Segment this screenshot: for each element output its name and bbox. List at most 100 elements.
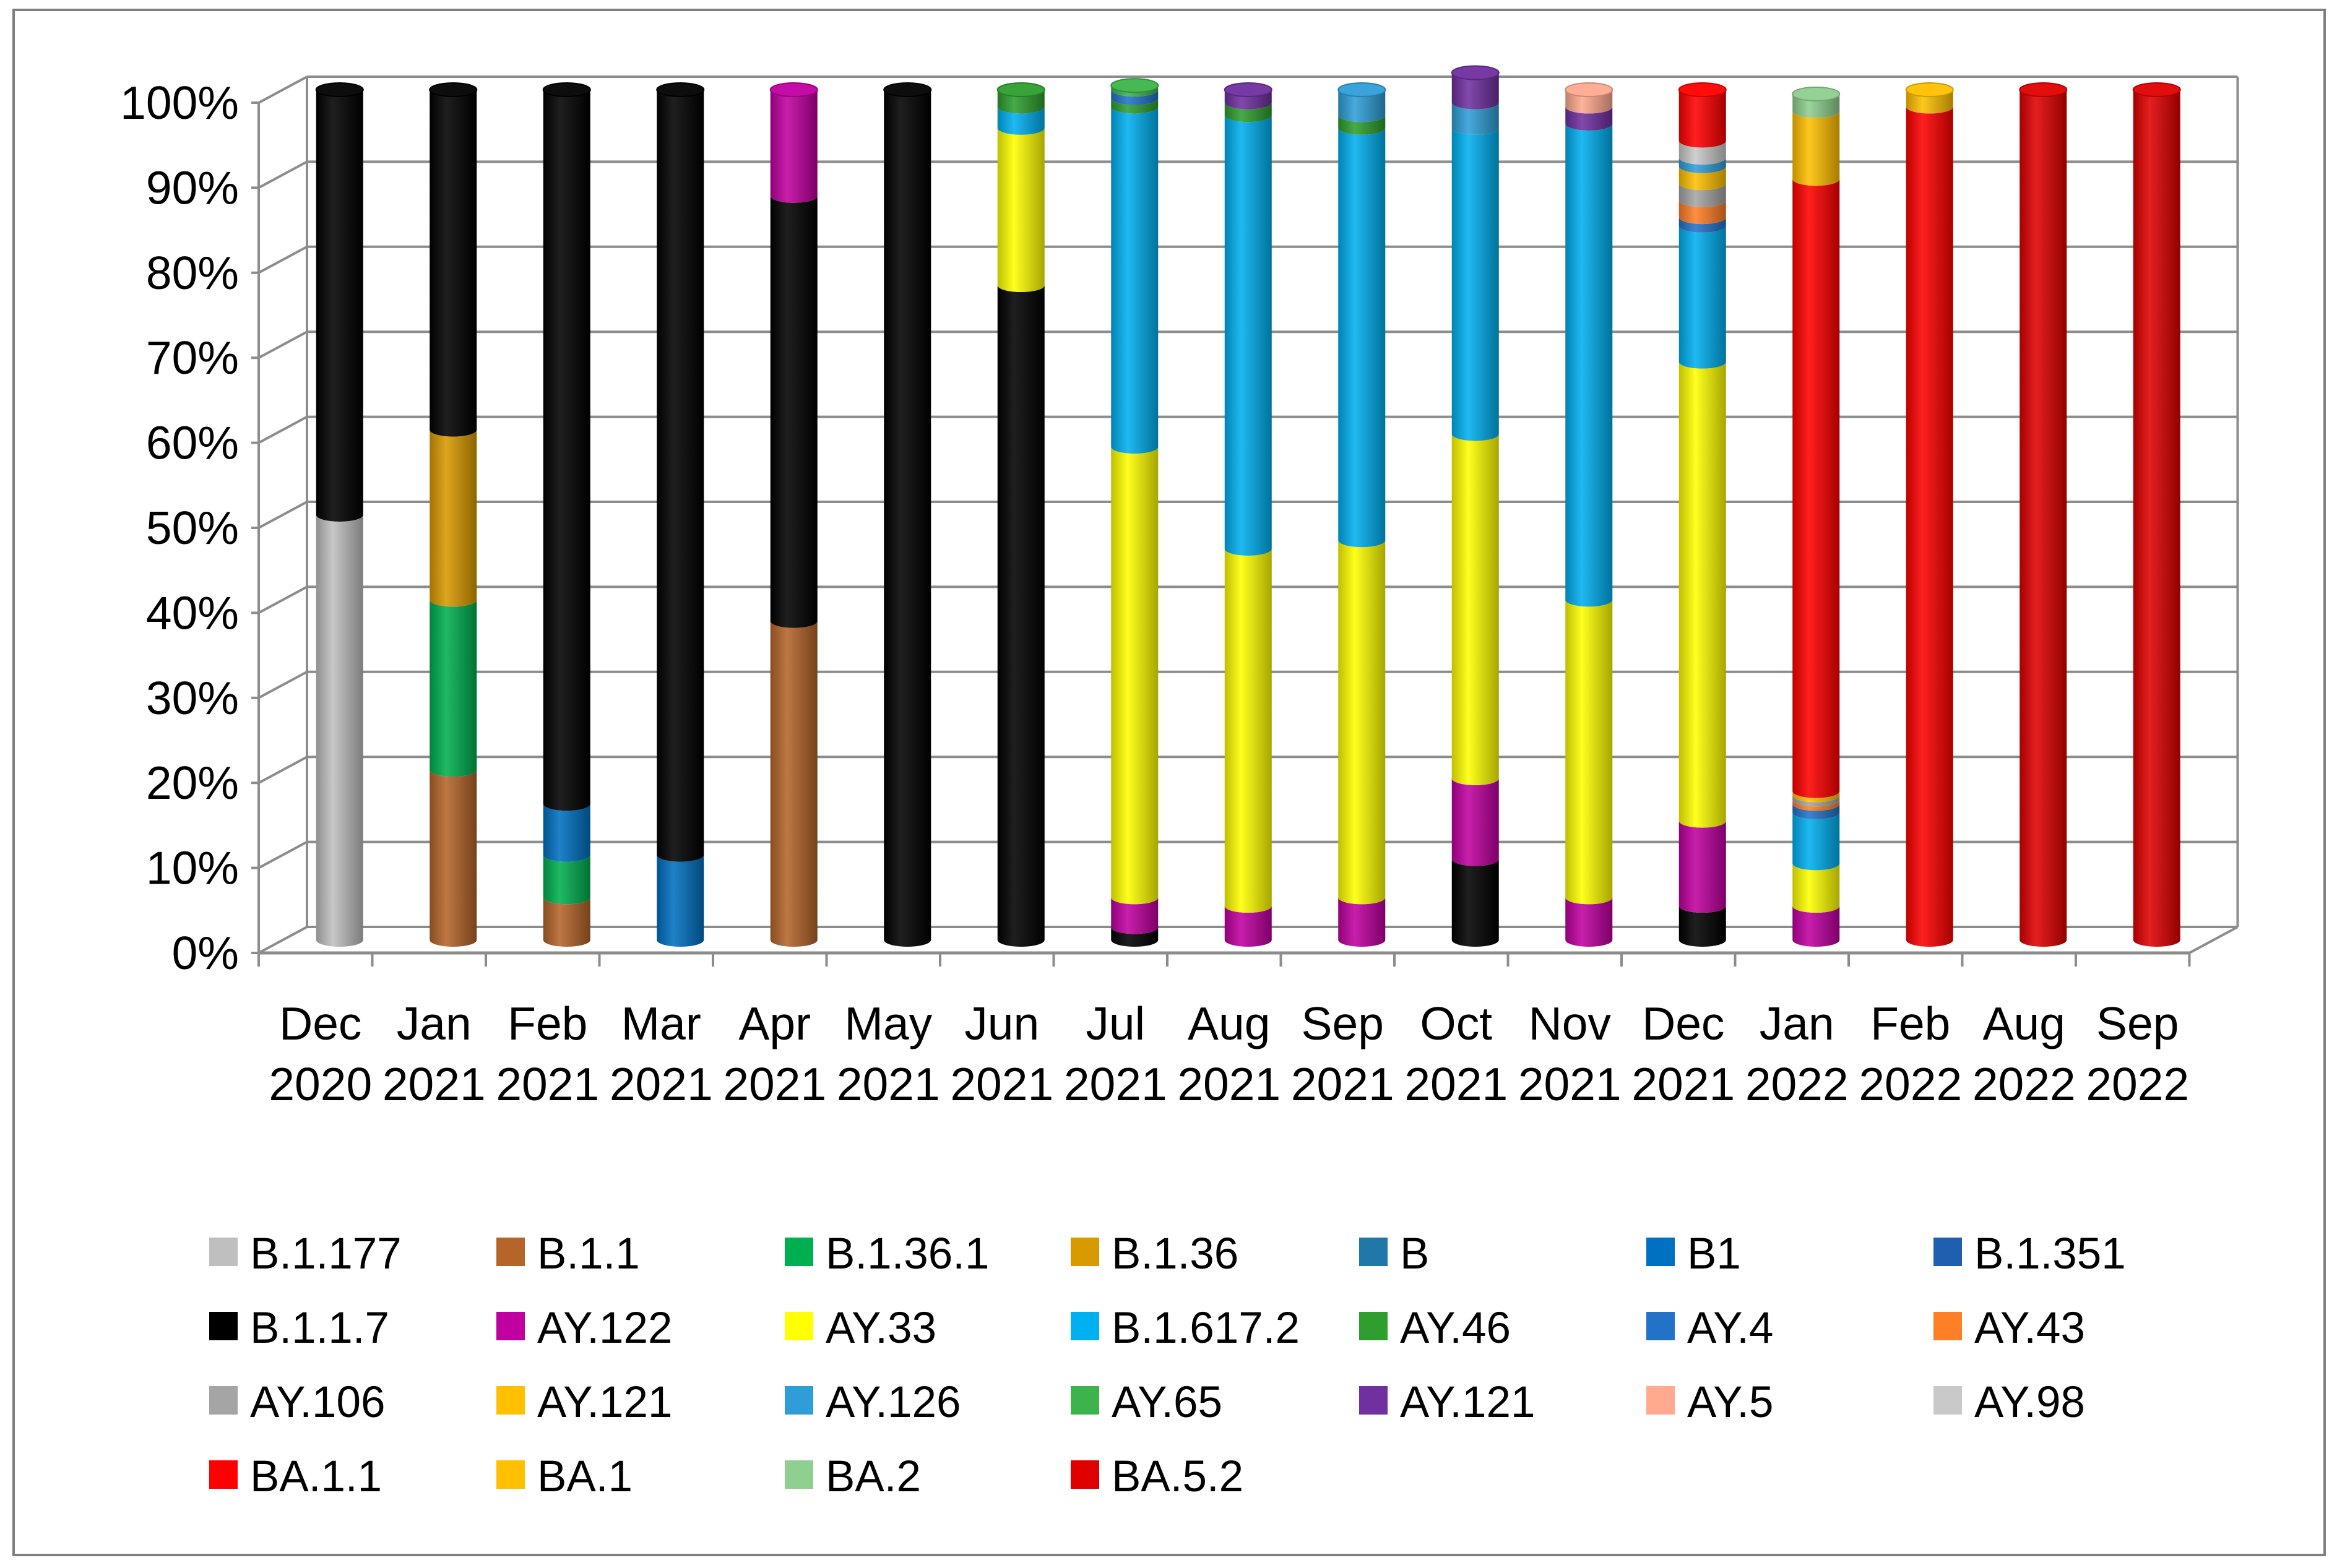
x-tick-label-year: 2021 bbox=[382, 1058, 486, 1110]
bar-top-cap bbox=[2132, 82, 2181, 97]
legend-entry: AY.126 bbox=[785, 1378, 961, 1427]
gridline-side bbox=[258, 75, 308, 104]
bar-top-cap bbox=[883, 82, 932, 97]
legend-entry: AY.65 bbox=[1071, 1378, 1222, 1427]
bar-top-cap bbox=[996, 82, 1045, 97]
bar-stack bbox=[1792, 86, 1841, 947]
bar-stack bbox=[2132, 82, 2181, 947]
legend-entry: BA.2 bbox=[785, 1452, 921, 1501]
bar-segment bbox=[770, 90, 818, 203]
legend-entry: AY.121 bbox=[496, 1378, 672, 1427]
bar-top-cap bbox=[1337, 82, 1386, 97]
bar-segment bbox=[884, 90, 931, 947]
x-tick-label-year: 2021 bbox=[1064, 1058, 1167, 1110]
x-tick-label-year: 2022 bbox=[1859, 1058, 1962, 1110]
legend-entry: AY.106 bbox=[209, 1378, 385, 1427]
x-tick-label-month: Aug bbox=[1983, 997, 2065, 1049]
x-tick-label-month: May bbox=[844, 997, 932, 1049]
x-tick-label-year: 2021 bbox=[837, 1058, 940, 1110]
legend-swatch bbox=[496, 1312, 525, 1340]
legend-swatch bbox=[1359, 1386, 1388, 1415]
y-tick-label: 30% bbox=[146, 672, 239, 724]
legend-label: AY.121 bbox=[537, 1378, 672, 1427]
bar-segment bbox=[1678, 906, 1726, 947]
x-tick-label-month: Jul bbox=[1086, 997, 1145, 1049]
legend-label: B.1.36.1 bbox=[826, 1230, 989, 1278]
gridline-side bbox=[258, 330, 308, 359]
bar-segment bbox=[1111, 897, 1159, 934]
bar-segment bbox=[1338, 897, 1386, 947]
bar-segment bbox=[1565, 123, 1613, 607]
legend-label: AY.43 bbox=[1974, 1304, 2085, 1353]
bar-segment bbox=[1792, 795, 1840, 807]
x-tick-label-month: Dec bbox=[279, 997, 361, 1049]
legend-swatch bbox=[1071, 1460, 1099, 1489]
x-tick-label-year: 2021 bbox=[610, 1058, 713, 1110]
bar-segment bbox=[1111, 106, 1159, 454]
bar-segment bbox=[1906, 106, 1953, 947]
bar-segment bbox=[1792, 863, 1840, 913]
legend-label: AY.33 bbox=[826, 1304, 936, 1353]
legend-label: B.1.36 bbox=[1112, 1230, 1238, 1278]
bar-segment bbox=[1678, 225, 1726, 369]
legend-swatch bbox=[209, 1386, 238, 1415]
bar-segment bbox=[1678, 217, 1726, 233]
bar-segment bbox=[1451, 859, 1499, 947]
legend-entry: B.1.617.2 bbox=[1071, 1304, 1300, 1353]
legend-swatch bbox=[1933, 1238, 1962, 1266]
bar-top-cap bbox=[1792, 86, 1841, 101]
gridline-side bbox=[258, 501, 308, 529]
bar-segment bbox=[1224, 548, 1272, 913]
bar-segment bbox=[1451, 102, 1499, 135]
bar-stack bbox=[1905, 82, 1954, 947]
bar-top-cap bbox=[1224, 82, 1272, 97]
bar-segment bbox=[1565, 897, 1613, 947]
bar-segment bbox=[1111, 85, 1159, 97]
legend-swatch bbox=[1933, 1312, 1962, 1340]
bar-segment bbox=[1792, 799, 1840, 811]
legend-swatch bbox=[1359, 1312, 1388, 1340]
bar-segment bbox=[316, 515, 363, 947]
x-tick-label-year: 2020 bbox=[269, 1058, 372, 1110]
bar-segment bbox=[1678, 166, 1726, 191]
bar-segment bbox=[770, 621, 818, 947]
legend-entry: AY.121 bbox=[1359, 1378, 1535, 1427]
legend-swatch bbox=[209, 1238, 238, 1266]
legend-label: AY.122 bbox=[537, 1304, 672, 1353]
legend-entry: AY.122 bbox=[496, 1304, 672, 1353]
bar-stack bbox=[1110, 78, 1159, 947]
legend-label: B bbox=[1400, 1230, 1429, 1278]
x-tick-label-month: Nov bbox=[1529, 997, 1612, 1049]
legend-entry: AY.33 bbox=[785, 1304, 936, 1353]
y-tick-label: 90% bbox=[146, 162, 239, 213]
legend-entry: AY.5 bbox=[1646, 1378, 1774, 1427]
bar-segment bbox=[430, 429, 477, 607]
gridline-side bbox=[258, 415, 308, 444]
bar-stack bbox=[429, 82, 478, 947]
x-tick-label-month: Sep bbox=[2096, 997, 2179, 1049]
bar-segment bbox=[1678, 90, 1726, 148]
legend-label: B.1.617.2 bbox=[1112, 1304, 1300, 1353]
x-tick-label-month: Oct bbox=[1420, 997, 1492, 1049]
bar-stack bbox=[883, 82, 932, 947]
legend-swatch bbox=[496, 1238, 525, 1266]
bar-segment bbox=[430, 600, 477, 777]
y-tick-label: 20% bbox=[146, 757, 239, 809]
bar-segment bbox=[1678, 200, 1726, 225]
bar-top-cap bbox=[1110, 78, 1159, 93]
bar-segment bbox=[1678, 140, 1726, 165]
bar-segment bbox=[1792, 111, 1840, 186]
bar-segment bbox=[997, 106, 1045, 135]
legend-entry: B.1.1.7 bbox=[209, 1304, 389, 1353]
legend-entry: B.1.177 bbox=[209, 1230, 402, 1278]
gridline-side bbox=[258, 246, 308, 274]
legend-label: AY.5 bbox=[1687, 1378, 1774, 1427]
bar-segment bbox=[1111, 927, 1159, 947]
bar-stack bbox=[1337, 82, 1386, 947]
bar-stack bbox=[315, 82, 364, 947]
legend-entry: BA.1.1 bbox=[209, 1452, 382, 1501]
bar-segment bbox=[1678, 821, 1726, 913]
bar-segment bbox=[657, 90, 704, 862]
gridline-side bbox=[258, 160, 308, 189]
